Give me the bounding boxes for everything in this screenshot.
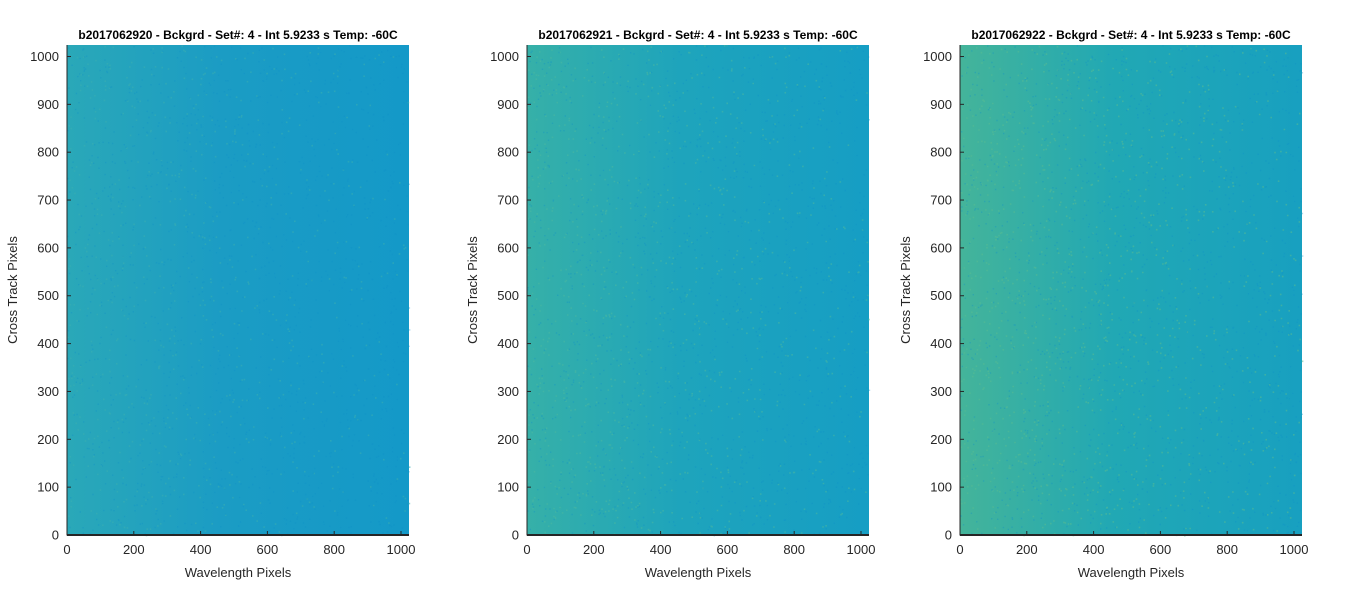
x-tick-label: 0 (63, 542, 70, 557)
y-tick-label: 400 (497, 336, 519, 351)
y-tick-label: 900 (930, 97, 952, 112)
y-tick-label: 400 (930, 336, 952, 351)
panel-1: b2017062920 - Bckgrd - Set#: 4 - Int 5.9… (5, 28, 415, 580)
x-tick-label: 800 (783, 542, 805, 557)
y-tick-label: 200 (497, 432, 519, 447)
y-tick-label: 600 (37, 240, 59, 255)
x-tick-label: 0 (523, 542, 530, 557)
heatmap-image (960, 45, 1302, 535)
y-tick-label: 700 (497, 193, 519, 208)
x-tick-label: 600 (1150, 542, 1172, 557)
chart-title: b2017062920 - Bckgrd - Set#: 4 - Int 5.9… (78, 28, 398, 42)
x-axis-label: Wavelength Pixels (645, 565, 752, 580)
x-tick-label: 1000 (1280, 542, 1309, 557)
y-tick-label: 300 (37, 384, 59, 399)
y-tick-label: 200 (930, 432, 952, 447)
heatmap-image (67, 45, 409, 535)
y-tick-label: 800 (37, 145, 59, 160)
y-tick-label: 500 (497, 288, 519, 303)
y-tick-label: 100 (930, 480, 952, 495)
x-tick-label: 200 (1016, 542, 1038, 557)
y-tick-label: 0 (52, 528, 59, 543)
y-tick-label: 900 (497, 97, 519, 112)
x-tick-label: 800 (1216, 542, 1238, 557)
panel-2: b2017062921 - Bckgrd - Set#: 4 - Int 5.9… (465, 28, 875, 580)
x-tick-label: 400 (1083, 542, 1105, 557)
y-tick-label: 300 (930, 384, 952, 399)
y-tick-label: 500 (37, 288, 59, 303)
y-tick-label: 600 (497, 240, 519, 255)
x-tick-label: 200 (123, 542, 145, 557)
y-axis-label: Cross Track Pixels (898, 236, 913, 344)
x-tick-label: 400 (650, 542, 672, 557)
y-tick-label: 500 (930, 288, 952, 303)
x-tick-label: 600 (257, 542, 279, 557)
y-tick-label: 1000 (923, 49, 952, 64)
y-tick-label: 800 (930, 145, 952, 160)
x-tick-label: 800 (323, 542, 345, 557)
y-tick-label: 800 (497, 145, 519, 160)
x-axis-label: Wavelength Pixels (1078, 565, 1185, 580)
panel-3: b2017062922 - Bckgrd - Set#: 4 - Int 5.9… (898, 28, 1308, 580)
y-axis-label: Cross Track Pixels (5, 236, 20, 344)
x-axis-label: Wavelength Pixels (185, 565, 292, 580)
heatmap-noise (527, 45, 871, 537)
heatmap-image (527, 45, 869, 535)
y-tick-label: 700 (37, 193, 59, 208)
y-axis-label: Cross Track Pixels (465, 236, 480, 344)
y-tick-label: 0 (945, 528, 952, 543)
chart-title: b2017062921 - Bckgrd - Set#: 4 - Int 5.9… (538, 28, 858, 42)
y-tick-label: 600 (930, 240, 952, 255)
x-tick-label: 0 (956, 542, 963, 557)
y-tick-label: 100 (497, 480, 519, 495)
x-tick-label: 200 (583, 542, 605, 557)
x-tick-label: 1000 (847, 542, 876, 557)
x-tick-label: 1000 (387, 542, 416, 557)
y-tick-label: 300 (497, 384, 519, 399)
y-tick-label: 900 (37, 97, 59, 112)
y-tick-label: 1000 (30, 49, 59, 64)
y-tick-label: 100 (37, 480, 59, 495)
y-tick-label: 200 (37, 432, 59, 447)
chart-title: b2017062922 - Bckgrd - Set#: 4 - Int 5.9… (971, 28, 1291, 42)
y-tick-label: 1000 (490, 49, 519, 64)
x-tick-label: 400 (190, 542, 212, 557)
y-tick-label: 700 (930, 193, 952, 208)
x-tick-label: 600 (717, 542, 739, 557)
y-tick-label: 0 (512, 528, 519, 543)
y-tick-label: 400 (37, 336, 59, 351)
